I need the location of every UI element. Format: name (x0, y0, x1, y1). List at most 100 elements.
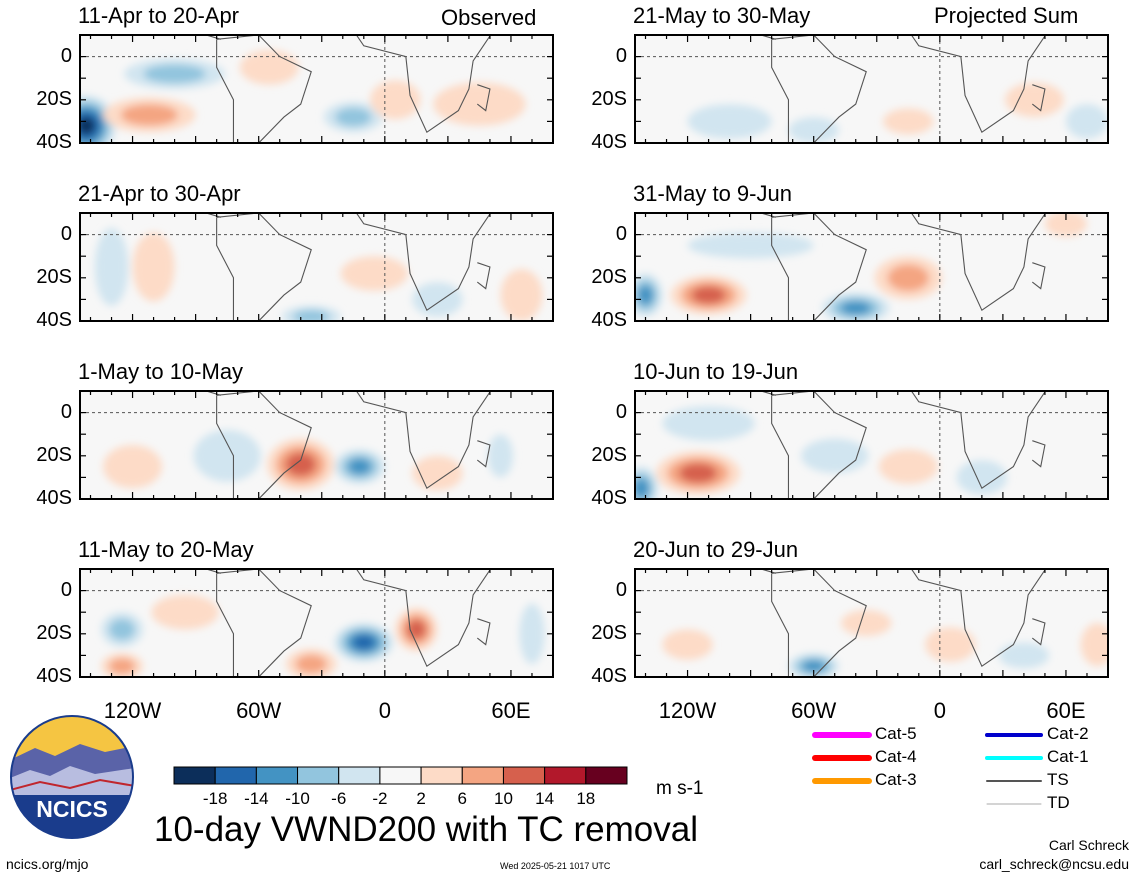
coastline (216, 213, 312, 321)
colorbar-swatch (461, 766, 504, 785)
panel-projected-2 (635, 213, 1108, 321)
ncics-logo: NCICS (10, 715, 134, 839)
colorbar-swatch (585, 766, 628, 785)
anomaly-blob (1004, 82, 1064, 118)
logo-line (11, 778, 133, 791)
colorbar-tick-label: 18 (576, 789, 596, 808)
panel-observed-2 (80, 213, 553, 321)
anomaly-blob (412, 282, 463, 317)
lat-label: 0 (60, 400, 72, 423)
panel-frame (634, 212, 1109, 322)
coastline (476, 618, 491, 646)
panel-title: 21-Apr to 30-Apr (78, 181, 241, 206)
anomaly-blob (412, 455, 463, 491)
colorbar-tick-label: -6 (331, 789, 347, 808)
anomaly-blob (293, 310, 330, 321)
chart-title: 10-day VWND200 with TC removal (154, 810, 698, 849)
logo-text: NCICS (36, 796, 108, 822)
coastline (771, 35, 867, 143)
anomaly-blob (109, 618, 135, 641)
anomaly-blob (487, 434, 514, 478)
anomaly-blob (94, 228, 129, 306)
anomaly-blob (103, 445, 162, 489)
projected-label: Projected Sum (934, 3, 1079, 28)
tc-legend-label: Cat-1 (1047, 747, 1089, 766)
anomaly-blob (348, 458, 371, 475)
lon-label: 60W (236, 698, 282, 723)
colorbar-swatch (420, 766, 463, 785)
coastline (153, 213, 222, 218)
lat-label: 20S (591, 621, 627, 644)
panel-frame (79, 568, 554, 678)
anomaly-blob (353, 635, 375, 650)
anomaly-blob (841, 610, 892, 636)
coastline (216, 391, 312, 499)
panel-observed-1 (80, 35, 553, 143)
lat-label: 40S (591, 309, 627, 331)
anomaly-field (103, 429, 514, 491)
anomaly-blob (143, 64, 206, 84)
panel-title: 31-May to 9-Jun (633, 181, 792, 206)
anomaly-blob (500, 269, 543, 321)
anomaly-blob (687, 104, 772, 139)
anomaly-blob (239, 50, 299, 85)
anomaly-field (80, 50, 526, 143)
anomaly-blob (638, 285, 653, 305)
anomaly-blob (691, 286, 726, 304)
coastline (1031, 440, 1046, 468)
lat-label: 20S (36, 265, 72, 288)
anomaly-blob (662, 629, 713, 660)
tc-legend-label: TD (1047, 793, 1070, 812)
anomaly-blob (295, 654, 327, 674)
panel-observed-3 (80, 391, 553, 499)
anomaly-field (101, 594, 545, 677)
coastline (153, 569, 222, 574)
panel-frame (634, 568, 1109, 678)
lon-label: 120W (658, 698, 717, 723)
anomaly-blob (1044, 213, 1087, 237)
anomaly-field (662, 610, 1108, 677)
colorbar-tick-label: 2 (416, 789, 426, 808)
panel-frame (634, 34, 1109, 144)
tc-legend-label: Cat-5 (875, 724, 917, 743)
panel-projected-3 (635, 391, 1108, 499)
anomaly-blob (109, 658, 135, 675)
footer-url: ncics.org/mjo (6, 856, 89, 872)
anomaly-blob (285, 452, 316, 476)
colorbar-swatch (544, 766, 587, 785)
lon-label: 120W (103, 698, 162, 723)
coastline (1031, 618, 1046, 646)
colorbar-tick-label: 14 (535, 789, 555, 808)
anomaly-blob (878, 449, 938, 484)
anomaly-blob (151, 594, 219, 630)
coastline (910, 35, 1047, 134)
tc-legend-label: Cat-4 (875, 747, 917, 766)
anomaly-blob (925, 627, 976, 662)
lat-label: 20S (591, 443, 627, 466)
anomaly-blob (679, 463, 717, 483)
lat-label: 0 (615, 222, 627, 245)
anomaly-blob (120, 104, 178, 126)
panel-projected-4 (635, 569, 1108, 677)
lat-label: 20S (36, 443, 72, 466)
coastline (153, 35, 222, 40)
anomaly-blob (519, 603, 545, 665)
anomaly-blob (1065, 104, 1108, 139)
colorbar-swatch (255, 766, 299, 785)
colorbar-swatch (214, 766, 257, 785)
colorbar-swatch (297, 766, 340, 785)
coastline (355, 213, 492, 312)
anomaly-blob (802, 660, 825, 672)
panel-title: 11-May to 20-May (78, 537, 254, 562)
lat-label: 0 (60, 222, 72, 245)
anomaly-blob (687, 232, 814, 259)
panel-frame (79, 34, 554, 144)
lat-label: 20S (36, 87, 72, 110)
coastline (910, 391, 1047, 490)
anomaly-blob (635, 478, 649, 498)
coastline (355, 391, 492, 490)
colorbar-tick-label: -10 (285, 789, 310, 808)
coastline (708, 213, 777, 218)
coastline (708, 35, 777, 40)
